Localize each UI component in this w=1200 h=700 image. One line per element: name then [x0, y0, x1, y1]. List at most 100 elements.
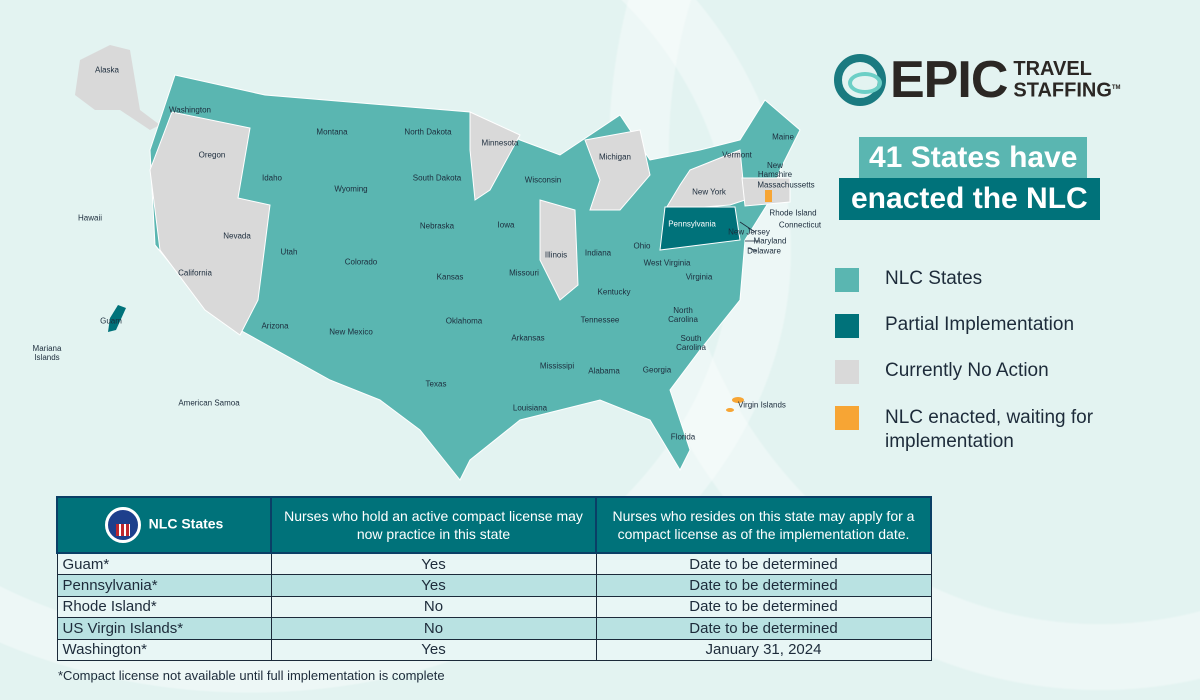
state-label-utah: Utah	[280, 247, 298, 257]
state-cell: Washington*	[56, 638, 272, 661]
state-label-louisiana: Louisiana	[512, 403, 548, 413]
state-label-wyoming: Wyoming	[334, 184, 368, 194]
state-label-samoa: American Samoa	[178, 398, 240, 408]
state-cell: Rhode Island*	[56, 595, 272, 618]
state-label-florida: Florida	[670, 432, 696, 442]
state-label-new-hampshire: New Hamshire	[757, 161, 793, 179]
new-york-shape	[664, 149, 746, 211]
apply-cell: Date to be determined	[595, 617, 932, 640]
header-states: NLC States	[56, 496, 272, 554]
table-row: Washington* Yes January 31, 2024	[56, 638, 932, 661]
state-label-indiana: Indiana	[584, 248, 612, 258]
logo-subtitle: TRAVEL STAFFINGTM	[1013, 59, 1121, 101]
guam-shape	[108, 305, 126, 332]
rhode-island-shape	[765, 190, 772, 202]
minnesota-shape	[469, 111, 521, 201]
state-label-rhode-island: Rhode Island	[769, 208, 817, 218]
state-label-oregon: Oregon	[198, 150, 226, 160]
state-label-california: California	[178, 268, 212, 278]
state-label-oklahoma: Oklahoma	[445, 316, 483, 326]
map-labels: Washington Oregon California Nevada Idaho Mon…	[32, 66, 822, 442]
state-label-kansas: Kansas	[436, 272, 464, 282]
state-label-massachusetts: Massachussetts	[757, 180, 815, 190]
state-label-texas: Texas	[425, 379, 447, 389]
state-label-illinois: Illinois	[544, 250, 568, 260]
state-label-tennessee: Tennessee	[580, 315, 620, 325]
legend-swatch	[835, 268, 859, 292]
legend-item-none: Currently No Action	[835, 360, 1175, 384]
header-apply: Nurses who resides on this state may app…	[595, 496, 932, 554]
state-label-montana: Montana	[316, 127, 348, 137]
state-label-new-york: New York	[692, 187, 726, 197]
michigan-shape	[584, 129, 651, 211]
state-label-new-jersey: New Jersey	[728, 227, 770, 237]
state-label-arkansas: Arkansas	[511, 333, 545, 343]
headline-line1: 41 States have	[859, 137, 1088, 179]
logo-brand: EPIC	[890, 51, 1008, 109]
legend-swatch	[835, 314, 859, 338]
state-label-ohio: Ohio	[633, 241, 651, 251]
apply-cell: Date to be determined	[595, 595, 932, 618]
logo-line2-wrap: STAFFINGTM	[1013, 79, 1121, 100]
state-label-pennsylvania: Pennsylvania	[668, 219, 716, 229]
practice-cell: Yes	[270, 638, 597, 661]
practice-cell: Yes	[270, 552, 597, 575]
legend-item-nlc: NLC States	[835, 268, 1175, 292]
apply-cell: January 31, 2024	[595, 638, 932, 661]
table-header-row: NLC States Nurses who hold an active com…	[56, 496, 932, 554]
state-label-vermont: Vermont	[722, 150, 752, 160]
nlc-seal-icon	[104, 507, 141, 543]
header-states-label: NLC States	[148, 515, 224, 532]
state-label-georgia: Georgia	[642, 365, 672, 375]
practice-cell: No	[270, 595, 597, 618]
table-row: Pennsylvania* Yes Date to be determined	[56, 574, 932, 597]
apply-cell: Date to be determined	[595, 574, 932, 597]
state-label-nevada: Nevada	[223, 231, 251, 241]
leader-line-delaware	[747, 247, 758, 252]
state-label-mariana: Mariana Islands	[32, 344, 62, 362]
footnote: *Compact license not available until ful…	[58, 668, 445, 683]
state-label-connecticut: Connecticut	[778, 220, 822, 230]
virgin-islands-shape	[726, 397, 744, 412]
state-label-north-carolina: North Carolina	[668, 306, 698, 324]
state-label-maine: Maine	[772, 132, 794, 142]
legend-label: Partial Implementation	[885, 314, 1075, 335]
state-label-hawaii: Hawaii	[77, 213, 103, 223]
table-row: Guam* Yes Date to be determined	[56, 552, 932, 575]
legend-label: NLC enacted, waiting for implementation	[885, 407, 1094, 452]
state-label-guam: Guam	[100, 316, 122, 326]
state-label-new-mexico: New Mexico	[329, 327, 373, 337]
state-label-missouri: Missouri	[509, 268, 539, 278]
state-label-virginia: Virginia	[685, 272, 713, 282]
state-label-virgin-islands: Virgin Islands	[738, 400, 786, 410]
practice-cell: Yes	[270, 574, 597, 597]
practice-cell: No	[270, 617, 597, 640]
legend-swatch	[835, 406, 859, 430]
legend-swatch	[835, 360, 859, 384]
state-label-mississippi: Mississipi	[539, 361, 575, 371]
state-label-arizona: Arizona	[261, 321, 289, 331]
state-label-maryland: Maryland	[753, 236, 787, 246]
state-label-wisconsin: Wisconsin	[524, 175, 562, 185]
state-label-colorado: Colorado	[344, 257, 378, 267]
state-label-minnesota: Minnesota	[481, 138, 519, 148]
leader-line-new-jersey	[739, 221, 756, 233]
state-label-washington: Washington	[169, 105, 211, 115]
header-practice: Nurses who hold an active compact licens…	[270, 496, 597, 554]
state-cell: Guam*	[56, 552, 272, 575]
table-row: Rhode Island* No Date to be determined	[56, 595, 932, 618]
logo-tm: TM	[1111, 84, 1121, 91]
nlc-status-table: NLC States Nurses who hold an active com…	[56, 496, 932, 661]
state-cell: Pennsylvania*	[56, 574, 272, 597]
state-label-michigan: Michigan	[598, 152, 632, 162]
illinois-shape	[539, 199, 579, 301]
state-cell: US Virgin Islands*	[56, 617, 272, 640]
legend-item-partial: Partial Implementation	[835, 314, 1175, 338]
legend-item-waiting: NLC enacted, waiting for implementation	[835, 406, 1175, 454]
epic-travel-staffing-logo: EPIC TRAVEL STAFFINGTM	[834, 50, 1121, 110]
state-label-idaho: Idaho	[261, 173, 283, 183]
state-label-alabama: Alabama	[588, 366, 620, 376]
us-map	[75, 45, 801, 481]
west-coast-no-action	[149, 111, 271, 336]
alaska-shape	[75, 45, 160, 130]
